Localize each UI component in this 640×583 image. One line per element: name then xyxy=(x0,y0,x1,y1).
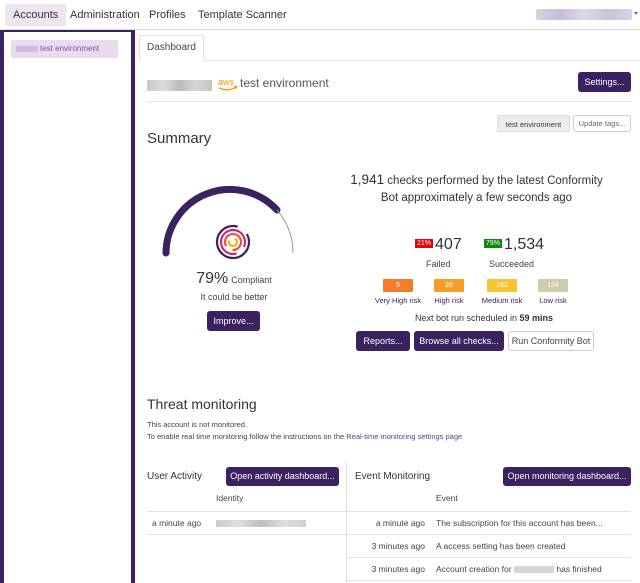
open-monitoring-dashboard-button[interactable]: Open monitoring dashboard... xyxy=(503,467,631,486)
top-nav: Accounts Administration Profiles Templat… xyxy=(0,0,640,30)
next-run-value: 59 mins xyxy=(519,313,554,323)
very-high-risk-badge[interactable]: 5 xyxy=(383,279,413,292)
divider xyxy=(347,534,631,535)
threat-instructions: To enable real time monitoring follow th… xyxy=(147,432,462,441)
event-time: 3 minutes ago xyxy=(371,564,425,574)
threat-monitoring-heading: Threat monitoring xyxy=(147,396,257,412)
checks-summary: 1,941 checks performed by the latest Con… xyxy=(344,171,609,207)
failed-count: 407 xyxy=(435,236,462,253)
event-monitoring-heading: Event Monitoring xyxy=(355,471,431,482)
failed-stat: 21% 407 xyxy=(415,236,462,254)
failed-label: Failed xyxy=(426,259,451,269)
next-run-info: Next bot run scheduled in 59 mins xyxy=(394,313,574,323)
compliance-pct-value: 79% xyxy=(196,270,229,287)
tab-dashboard[interactable]: Dashboard xyxy=(139,35,204,61)
low-risk-badge[interactable]: 134 xyxy=(538,279,568,292)
succeeded-count: 1,534 xyxy=(504,236,545,253)
activity-time: a minute ago xyxy=(152,518,202,528)
low-risk-label[interactable]: Low risk xyxy=(539,296,567,305)
failed-pct-badge: 21% xyxy=(415,239,434,248)
nav-administration[interactable]: Administration xyxy=(70,9,140,21)
event-prefix: Account creation for xyxy=(436,564,512,574)
summary-heading: Summary xyxy=(147,130,212,147)
high-risk-label[interactable]: High risk xyxy=(434,296,464,305)
svg-text:aws: aws xyxy=(218,77,235,87)
user-activity-heading: User Activity xyxy=(147,471,203,482)
tag-chip: test environment xyxy=(497,115,570,132)
succeeded-stat: 79% 1,534 xyxy=(484,236,544,254)
divider xyxy=(347,580,631,581)
nav-profiles[interactable]: Profiles xyxy=(149,9,186,21)
settings-button[interactable]: Settings... xyxy=(578,72,631,92)
compliance-gauge xyxy=(162,185,294,257)
account-header: aws test environment xyxy=(147,72,632,102)
redacted-account-name xyxy=(16,45,38,52)
divider xyxy=(147,511,346,512)
improve-button[interactable]: Improve... xyxy=(207,311,260,331)
redacted-account-name xyxy=(513,566,554,574)
open-activity-dashboard-button[interactable]: Open activity dashboard... xyxy=(226,467,339,486)
compliance-percentage: 79% Compliant xyxy=(169,270,299,288)
compliance-pct-label: Compliant xyxy=(231,275,272,285)
sidebar-account-item[interactable]: test environment xyxy=(11,40,118,58)
divider xyxy=(147,534,346,535)
succeeded-label: Succeeded xyxy=(489,259,535,269)
tab-bar: Dashboard xyxy=(139,35,640,61)
event-time: a minute ago xyxy=(375,518,425,528)
panel-divider xyxy=(346,462,347,583)
run-conformity-bot-button[interactable]: Run Conformity Bot xyxy=(508,331,594,351)
event-time: 3 minutes ago xyxy=(371,541,425,551)
medium-risk-badge[interactable]: 242 xyxy=(487,279,517,292)
event-description[interactable]: Account creation for has finished xyxy=(436,564,602,574)
divider xyxy=(347,511,631,512)
aws-logo-icon: aws xyxy=(218,77,238,91)
medium-risk-label[interactable]: Medium risk xyxy=(481,296,523,305)
redacted-identity xyxy=(216,520,306,527)
event-column-header: Event xyxy=(436,493,458,503)
event-description[interactable]: The subscription for this account has be… xyxy=(436,518,603,528)
reports-button[interactable]: Reports... xyxy=(356,331,410,351)
next-run-prefix: Next bot run scheduled in xyxy=(414,313,518,323)
nav-template-scanner[interactable]: Template Scanner xyxy=(198,9,287,21)
threat-instructions-text: To enable real time monitoring follow th… xyxy=(147,432,345,441)
main-content: Dashboard aws test environment Settings.… xyxy=(139,30,640,583)
update-tags-button[interactable]: Update tags... xyxy=(573,115,631,132)
user-menu[interactable] xyxy=(536,9,632,20)
high-risk-badge[interactable]: 26 xyxy=(434,279,464,292)
checks-description: checks performed by the latest Conformit… xyxy=(380,175,603,204)
very-high-risk-label[interactable]: Very High risk xyxy=(374,296,422,305)
sidebar: test environment xyxy=(0,30,135,583)
conformity-logo-icon xyxy=(215,224,251,260)
identity-column-header: Identity xyxy=(216,493,244,503)
sidebar-account-label: test environment xyxy=(40,44,100,53)
caret-down-icon[interactable] xyxy=(634,12,638,15)
redacted-account-name xyxy=(147,80,212,91)
checks-count: 1,941 xyxy=(350,172,385,187)
threat-status-text: This account is not monitored. xyxy=(147,420,248,429)
succeeded-pct-badge: 79% xyxy=(484,239,503,248)
event-description[interactable]: A access setting has been created xyxy=(436,541,566,551)
realtime-monitoring-settings-link[interactable]: Real-time monitoring settings page xyxy=(346,432,463,441)
nav-accounts[interactable]: Accounts xyxy=(5,4,67,26)
divider xyxy=(347,557,631,558)
browse-all-checks-button[interactable]: Browse all checks... xyxy=(414,331,504,351)
event-suffix: has finished xyxy=(556,564,602,574)
account-environment: test environment xyxy=(240,76,329,90)
compliance-message: It could be better xyxy=(200,292,268,302)
